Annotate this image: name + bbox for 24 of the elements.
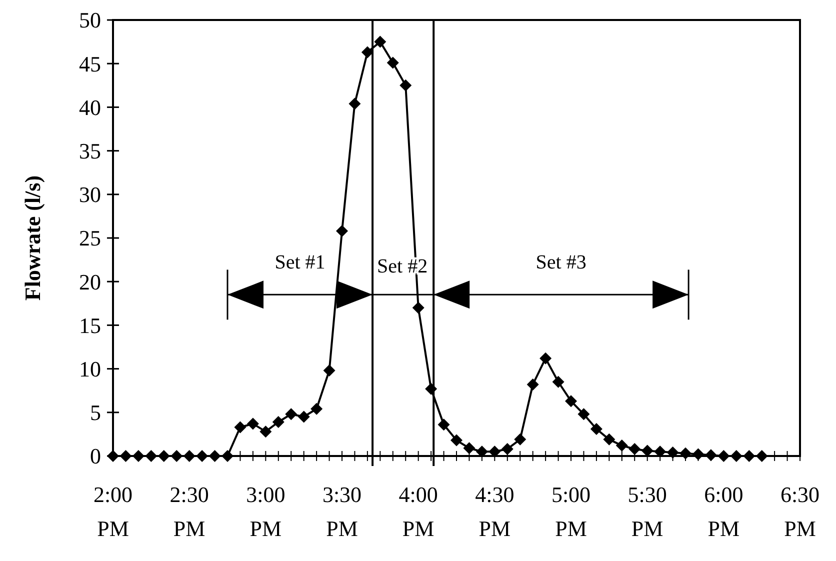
x-tick-label: 3:00 PM bbox=[246, 482, 286, 541]
annotation: Set #3 bbox=[536, 252, 586, 274]
x-tick-label: 4:00 PM bbox=[398, 482, 438, 541]
y-tick-label: 40 bbox=[79, 94, 101, 120]
y-tick-label: 25 bbox=[79, 226, 101, 251]
y-tick-label: 5 bbox=[90, 400, 101, 426]
x-tick-label: 5:00 PM bbox=[551, 482, 591, 541]
x-tick-label: 2:00 PM bbox=[93, 482, 133, 541]
x-tick-label: 5:30 PM bbox=[628, 482, 667, 541]
y-tick-label: 45 bbox=[79, 51, 101, 76]
y-tick-label: 20 bbox=[79, 269, 101, 294]
y-tick-label: 30 bbox=[79, 182, 101, 208]
y-tick-label: 10 bbox=[79, 356, 101, 382]
y-tick-label: 15 bbox=[79, 312, 101, 338]
y-tick-label: 50 bbox=[79, 8, 101, 33]
x-tick-label: 4:30 PM bbox=[475, 482, 514, 541]
y-tick-label: 35 bbox=[79, 138, 101, 164]
y-tick-label: 0 bbox=[90, 444, 101, 469]
x-tick-label: 3:30 PM bbox=[322, 482, 362, 541]
annotation: Set #1 bbox=[274, 252, 326, 274]
y-axis-title: Flowrate (l/s) bbox=[20, 175, 45, 301]
x-tick-label: 2:30 PM bbox=[170, 482, 209, 541]
x-tick-label: 6:00 PM bbox=[704, 482, 744, 541]
x-tick-label: 6:30 PM bbox=[780, 482, 820, 541]
